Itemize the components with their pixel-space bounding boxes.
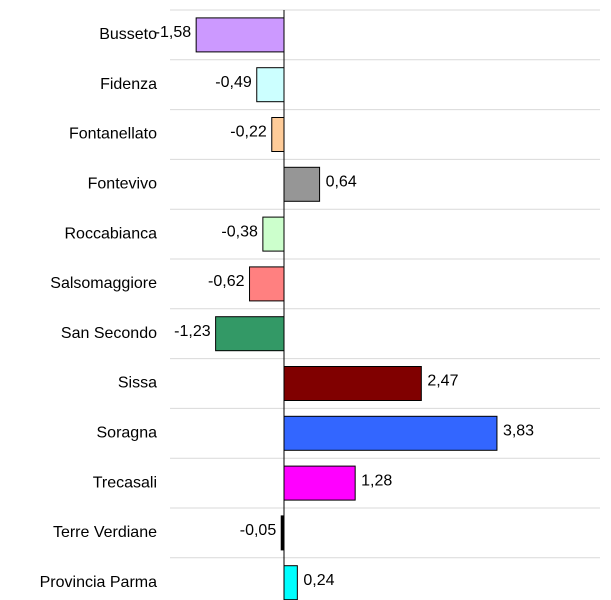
category-label: Busseto xyxy=(99,26,157,43)
value-label: -0,05 xyxy=(240,522,277,539)
category-label: Terre Verdiane xyxy=(53,524,157,541)
bar xyxy=(256,67,285,103)
bar xyxy=(215,316,285,352)
category-label: Provincia Parma xyxy=(40,574,157,591)
value-label: 3,83 xyxy=(503,423,534,440)
category-label: Salsomaggiore xyxy=(50,275,157,292)
value-label: -0,49 xyxy=(215,74,252,91)
value-label: -0,38 xyxy=(221,223,258,240)
bar xyxy=(283,166,321,202)
category-label: Fontanellato xyxy=(69,126,157,143)
category-label: San Secondo xyxy=(61,325,157,342)
value-label: 1,28 xyxy=(361,472,392,489)
category-label: Trecasali xyxy=(93,474,157,491)
bar xyxy=(283,465,356,501)
value-label: 0,24 xyxy=(303,572,334,589)
category-label: Roccabianca xyxy=(65,225,158,242)
bar xyxy=(262,216,285,252)
value-label: 0,64 xyxy=(326,174,357,191)
bar xyxy=(283,366,422,401)
value-label: -0,22 xyxy=(230,124,267,141)
category-label: Sissa xyxy=(118,375,157,392)
bar xyxy=(283,415,498,451)
value-label: -1,58 xyxy=(155,24,192,41)
category-label: Soragna xyxy=(97,425,158,442)
value-label: -0,62 xyxy=(208,273,245,290)
category-label: Fidenza xyxy=(100,76,157,93)
value-label: 2,47 xyxy=(427,373,458,390)
category-label: Fontevivo xyxy=(88,176,157,193)
bar xyxy=(271,117,285,152)
bar xyxy=(195,17,285,53)
value-label: -1,23 xyxy=(174,323,211,340)
bar xyxy=(283,565,298,600)
bar xyxy=(249,266,285,302)
